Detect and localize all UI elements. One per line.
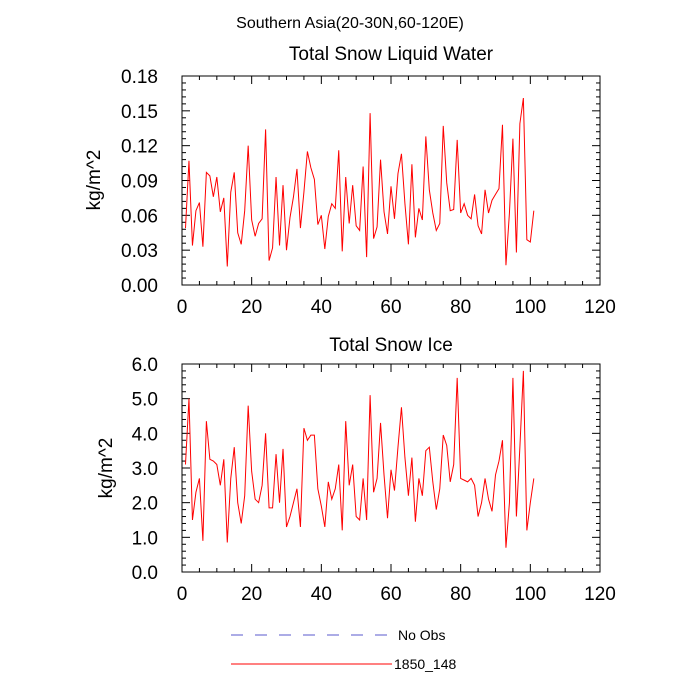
legend: No Obs 1850_148 [231, 627, 457, 672]
series-line-1850-148 [184, 97, 535, 267]
y-axis-label: kg/m^2 [84, 150, 105, 211]
tick-labels: 0 20 40 60 80 100 120 0.00 0.03 0.06 0.09 0.12 0.15 0… [121, 67, 616, 318]
series-line-1850-148 [184, 370, 535, 548]
y-tick-label: 1.0 [132, 528, 158, 549]
x-tick-label: 60 [380, 297, 401, 318]
y-tick-label: 0.0 [132, 563, 158, 584]
plot-frame [181, 75, 601, 286]
y-tick-label: 5.0 [132, 390, 158, 411]
panel-snow-liquid-water: Total Snow Liquid Water kg/m^2 0 20 40 60 80… [84, 44, 616, 318]
y-tick-label: 0.15 [121, 102, 158, 123]
y-tick-label: 0.09 [121, 172, 158, 193]
x-tick-label: 20 [241, 297, 262, 318]
chart-title: Total Snow Ice [329, 335, 453, 356]
x-tick-label: 0 [177, 584, 188, 605]
x-tick-label: 80 [450, 584, 471, 605]
tick-labels: 0 20 40 60 80 100 120 0.0 1.0 2.0 3.0 4.0 5.0 6.0 [132, 355, 616, 605]
x-tick-label: 40 [311, 584, 332, 605]
legend-label-1850-148: 1850_148 [394, 656, 457, 672]
x-tick-label: 100 [514, 297, 546, 318]
y-tick-label: 0.06 [121, 206, 158, 227]
y-tick-label: 6.0 [132, 355, 158, 376]
chart-title: Total Snow Liquid Water [289, 44, 494, 65]
x-tick-label: 80 [450, 297, 471, 318]
legend-label-no-obs: No Obs [398, 627, 445, 643]
x-tick-label: 120 [584, 297, 616, 318]
x-tick-label: 120 [584, 584, 616, 605]
y-tick-label: 0.00 [121, 276, 158, 297]
y-tick-label: 2.0 [132, 494, 158, 515]
panel-snow-ice: Total Snow Ice kg/m^2 0 20 40 60 80 100 120 0.0… [96, 335, 616, 605]
y-tick-label: 0.12 [121, 137, 158, 158]
axis-ticks [181, 363, 601, 573]
y-tick-label: 0.18 [121, 67, 158, 88]
x-tick-label: 60 [380, 584, 401, 605]
x-tick-label: 20 [241, 584, 262, 605]
y-tick-label: 4.0 [132, 424, 158, 445]
series-marks [184, 97, 535, 267]
y-tick-label: 0.03 [121, 241, 158, 262]
x-tick-label: 100 [514, 584, 546, 605]
axis-ticks [181, 75, 601, 286]
x-tick-label: 0 [177, 297, 188, 318]
y-tick-label: 3.0 [132, 459, 158, 480]
series-marks [184, 370, 535, 548]
figure-title: Southern Asia(20-30N,60-120E) [236, 15, 464, 32]
y-axis-label: kg/m^2 [96, 438, 117, 499]
plot-frame [181, 363, 601, 573]
x-tick-label: 40 [311, 297, 332, 318]
